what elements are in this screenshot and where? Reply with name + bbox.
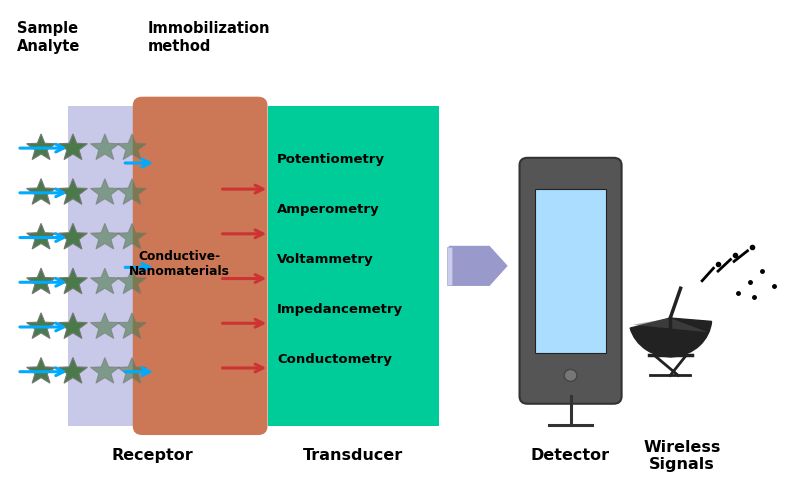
- Polygon shape: [117, 179, 146, 204]
- Text: Detector: Detector: [530, 448, 610, 464]
- Polygon shape: [26, 134, 55, 160]
- FancyBboxPatch shape: [447, 247, 452, 285]
- Polygon shape: [91, 134, 119, 160]
- Polygon shape: [117, 134, 146, 160]
- Polygon shape: [91, 268, 119, 294]
- Polygon shape: [59, 223, 87, 249]
- Polygon shape: [117, 358, 146, 383]
- Text: Conductometry: Conductometry: [277, 352, 391, 366]
- Polygon shape: [59, 134, 87, 160]
- Text: Potentiometry: Potentiometry: [277, 153, 385, 166]
- Polygon shape: [91, 223, 119, 249]
- FancyBboxPatch shape: [519, 158, 621, 404]
- Polygon shape: [26, 358, 55, 383]
- Text: Voltammetry: Voltammetry: [277, 253, 373, 266]
- Polygon shape: [91, 313, 119, 339]
- Text: Conductive-
Nanomaterials: Conductive- Nanomaterials: [129, 249, 230, 278]
- FancyBboxPatch shape: [267, 106, 439, 426]
- Polygon shape: [632, 318, 707, 332]
- Text: Amperometry: Amperometry: [277, 203, 379, 216]
- FancyBboxPatch shape: [132, 97, 267, 435]
- Polygon shape: [59, 313, 87, 339]
- Polygon shape: [59, 358, 87, 383]
- Circle shape: [564, 369, 576, 381]
- Polygon shape: [91, 358, 119, 383]
- FancyBboxPatch shape: [68, 106, 235, 426]
- FancyBboxPatch shape: [535, 189, 605, 353]
- Polygon shape: [91, 179, 119, 204]
- Polygon shape: [26, 223, 55, 249]
- Text: Receptor: Receptor: [111, 448, 192, 464]
- Wedge shape: [630, 318, 711, 357]
- Polygon shape: [117, 313, 146, 339]
- Polygon shape: [59, 268, 87, 294]
- Text: Wireless
Signals: Wireless Signals: [642, 440, 720, 472]
- Polygon shape: [59, 179, 87, 204]
- Text: Sample
Analyte: Sample Analyte: [17, 22, 80, 54]
- Text: Immobilization
method: Immobilization method: [148, 22, 270, 54]
- Text: Impedancemetry: Impedancemetry: [277, 303, 403, 316]
- FancyArrow shape: [449, 246, 506, 285]
- Text: Transducer: Transducer: [302, 448, 403, 464]
- Polygon shape: [117, 268, 146, 294]
- Polygon shape: [26, 268, 55, 294]
- Polygon shape: [117, 223, 146, 249]
- Polygon shape: [26, 313, 55, 339]
- Polygon shape: [26, 179, 55, 204]
